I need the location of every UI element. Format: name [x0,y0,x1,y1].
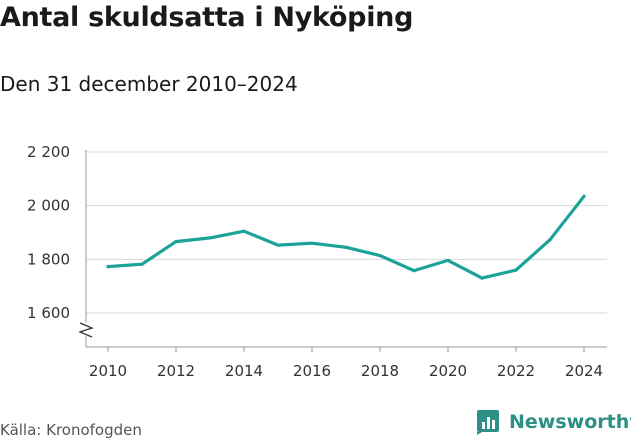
data-point [208,236,212,240]
x-tick-label: 2012 [157,362,195,380]
source-note: Källa: Kronofogden [0,421,142,439]
data-point [582,194,586,198]
x-tick-label: 2014 [225,362,263,380]
data-point [106,264,110,269]
x-tick-label: 2022 [497,362,535,380]
data-point [310,241,314,245]
y-axis-break-icon [78,322,94,338]
y-tick-label: 2 200 [27,143,70,161]
x-tick-label: 2016 [293,362,331,380]
data-point [412,269,416,273]
bar-chart-logo-icon [477,410,499,435]
data-point [514,268,518,272]
x-tick-label: 2010 [89,362,127,380]
data-point [378,253,382,258]
data-point [344,245,348,249]
brand-logo: Newsworthy [476,409,631,435]
data-point [276,243,280,247]
data-point [140,262,144,266]
x-tick-label: 2020 [429,362,467,380]
y-tick-label: 2 000 [27,197,70,215]
brand-name: Newsworthy [509,411,631,433]
y-tick-label: 1 800 [27,250,70,268]
chart-title: Antal skuldsatta i Nyköping [0,2,414,33]
y-tick-label: 1 600 [27,304,70,322]
data-point [548,238,552,242]
data-point [242,229,246,233]
x-tick-label: 2024 [565,362,603,380]
chart-subtitle: Den 31 december 2010–2024 [0,72,298,96]
x-tick-label: 2018 [361,362,399,380]
data-point [446,258,450,263]
series-line [106,194,586,280]
data-point [174,240,178,244]
data-point [480,276,484,280]
